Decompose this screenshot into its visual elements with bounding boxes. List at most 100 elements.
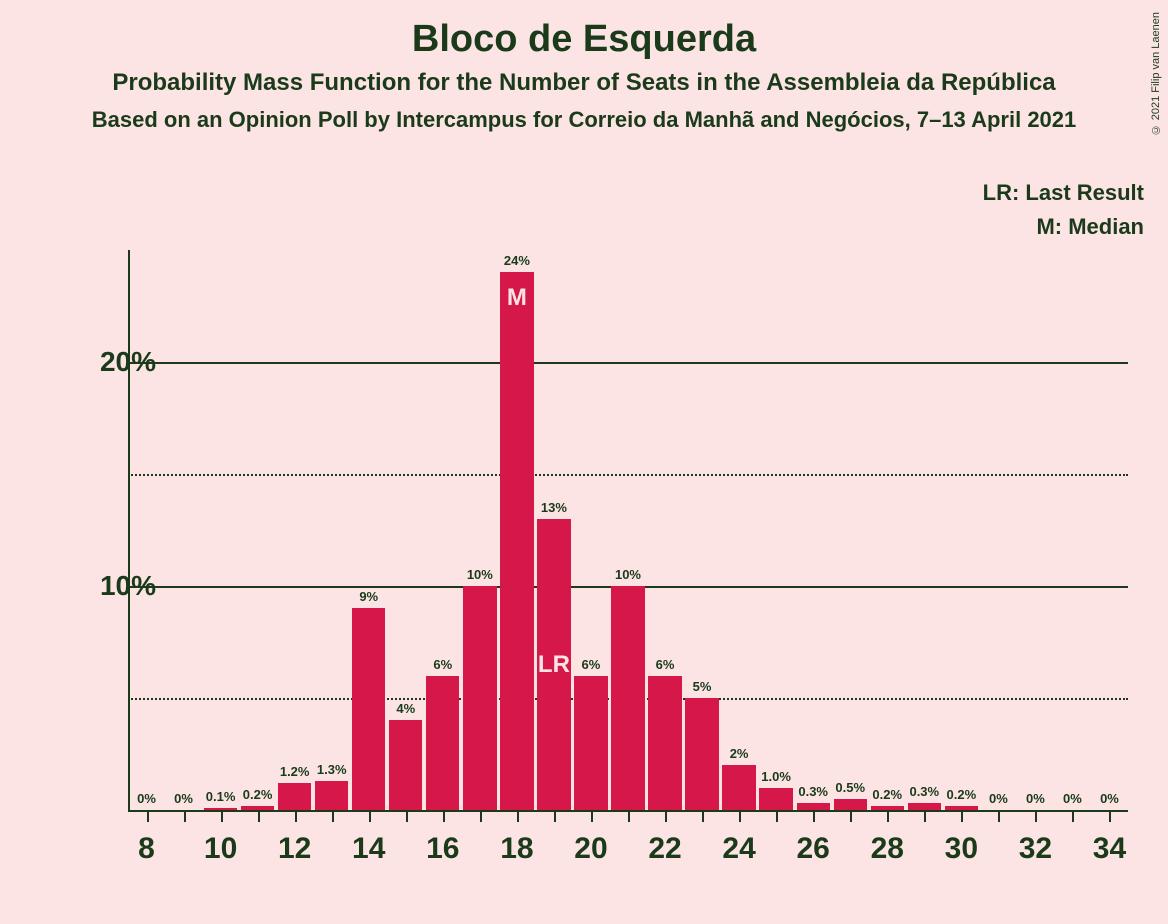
bar-value-label: 5% [693,679,712,694]
x-tick [1109,812,1111,822]
x-tick [591,812,593,822]
bar-slot: 6% [648,250,681,810]
legend-block: LR: Last Result M: Median [983,180,1144,248]
x-axis-label: 22 [648,832,681,866]
bar [352,608,385,810]
bar [722,765,755,810]
bar-slot: 6% [574,250,607,810]
bar [611,586,644,810]
x-axis-label: 28 [871,832,904,866]
bar-slot: 2% [722,250,755,810]
x-tick [961,812,963,822]
x-tick [998,812,1000,822]
bar [463,586,496,810]
bar-value-label: 0% [989,791,1008,806]
bar-value-label: 6% [582,657,601,672]
bar-value-label: 13% [541,500,567,515]
bar [426,676,459,810]
y-axis-label: 10% [76,570,156,602]
main-title: Bloco de Esquerda [0,18,1168,61]
x-tick [739,812,741,822]
x-axis-label: 24 [722,832,755,866]
bar-slot: 0.1% [204,250,237,810]
bar-slot: 0.5% [834,250,867,810]
bar [834,799,867,810]
bar [908,803,941,810]
bar-value-label: 0.3% [909,784,939,799]
median-marker: M [507,284,527,312]
bar [315,781,348,810]
bar [574,676,607,810]
bar-slot: 0.3% [797,250,830,810]
x-tick [406,812,408,822]
bar-slot: 0% [1093,250,1126,810]
bar-value-label: 1.3% [317,762,347,777]
bar-value-label: 6% [656,657,675,672]
bar-value-label: 0.2% [243,787,273,802]
x-axis-label: 14 [352,832,385,866]
bar-slot: 24% M [500,250,533,810]
bar [278,783,311,810]
bar-slot: 5% [685,250,718,810]
x-axis-label: 32 [1019,832,1052,866]
x-tick [517,812,519,822]
bar-slot: 13% LR [537,250,570,810]
bar-value-label: 0.2% [872,787,902,802]
bar-value-label: 0.2% [946,787,976,802]
bar-value-label: 0% [1026,791,1045,806]
x-tick [221,812,223,822]
x-tick [480,812,482,822]
x-tick [776,812,778,822]
x-axis-label: 26 [796,832,829,866]
bar-slot: 0% [1019,250,1052,810]
x-tick [369,812,371,822]
bar-value-label: 24% [504,253,530,268]
bar-value-label: 4% [396,701,415,716]
x-axis-label: 20 [574,832,607,866]
x-tick [813,812,815,822]
bar-value-label: 0% [1100,791,1119,806]
bar-value-label: 0% [137,791,156,806]
x-tick [554,812,556,822]
bar-slot: 1.2% [278,250,311,810]
bar [797,803,830,810]
last-result-marker: LR [538,651,570,679]
bar-value-label: 0.3% [798,784,828,799]
bar [759,788,792,810]
bar-slot: 0% [130,250,163,810]
bar-slot: 1.0% [759,250,792,810]
bar-slot: 0% [982,250,1015,810]
x-tick [332,812,334,822]
y-axis-label: 20% [76,346,156,378]
x-axis-label: 8 [138,832,155,866]
legend-m: M: Median [983,214,1144,240]
x-tick [1035,812,1037,822]
bar [685,698,718,810]
bar-slot: 0.3% [908,250,941,810]
bar-value-label: 0.1% [206,789,236,804]
bar-value-label: 0.5% [835,780,865,795]
bar-value-label: 6% [433,657,452,672]
bar-slot: 10% [611,250,644,810]
x-tick [443,812,445,822]
x-tick [258,812,260,822]
title-block: Bloco de Esquerda Probability Mass Funct… [0,18,1168,133]
bar-slot: 1.3% [315,250,348,810]
x-tick [850,812,852,822]
bar-value-label: 1.0% [761,769,791,784]
x-tick [628,812,630,822]
x-tick [702,812,704,822]
x-tick [184,812,186,822]
legend-lr: LR: Last Result [983,180,1144,206]
x-tick [665,812,667,822]
bar-value-label: 0% [174,791,193,806]
x-axis-label: 34 [1093,832,1126,866]
x-axis-label: 10 [204,832,237,866]
bar-value-label: 2% [730,746,749,761]
x-tick [887,812,889,822]
x-tick [1072,812,1074,822]
bar-value-label: 10% [615,567,641,582]
subtitle: Probability Mass Function for the Number… [0,69,1168,97]
x-tick [924,812,926,822]
bar-slot: 0.2% [945,250,978,810]
